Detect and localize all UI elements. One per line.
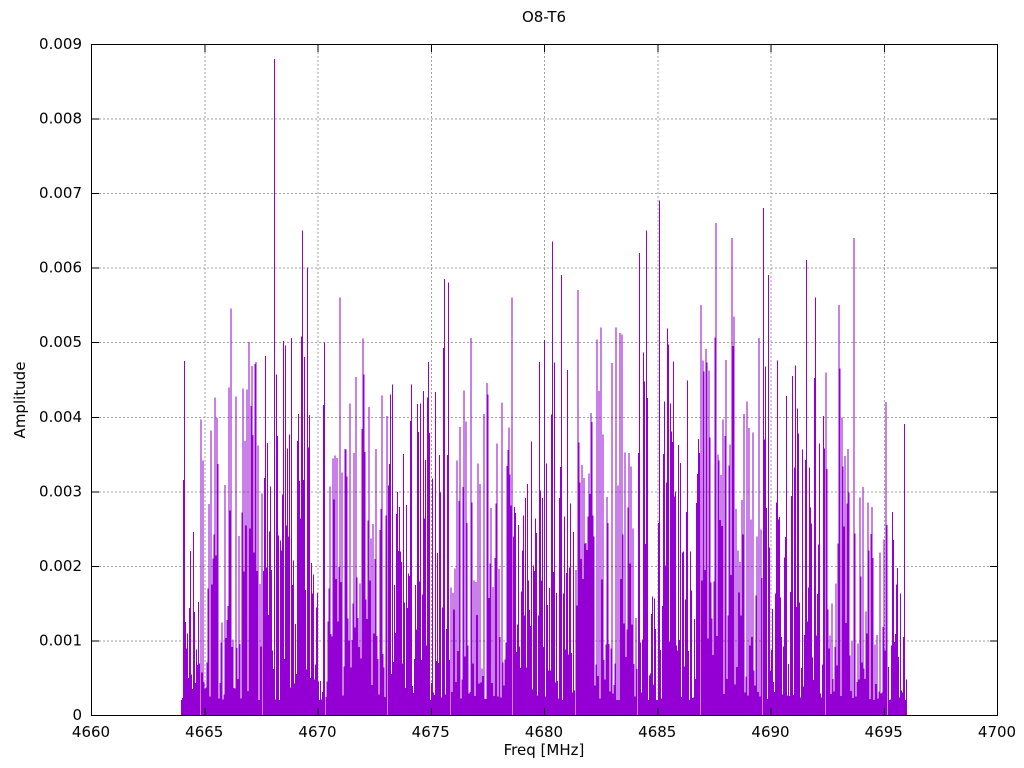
svg-text:0.004: 0.004 xyxy=(39,408,82,426)
svg-text:0.009: 0.009 xyxy=(39,35,82,53)
y-tick-labels: 0 0.001 0.002 0.003 0.004 0.005 0.006 0.007 0.00… xyxy=(39,35,82,724)
svg-text:4695: 4695 xyxy=(865,723,903,741)
svg-text:4675: 4675 xyxy=(412,723,450,741)
svg-text:4665: 4665 xyxy=(185,723,223,741)
svg-text:4690: 4690 xyxy=(751,723,789,741)
svg-text:4685: 4685 xyxy=(638,723,676,741)
svg-text:0.008: 0.008 xyxy=(39,110,82,128)
svg-text:0.002: 0.002 xyxy=(39,557,82,575)
x-axis-title: Freq [MHz] xyxy=(503,741,585,759)
svg-text:4660: 4660 xyxy=(72,723,110,741)
svg-text:0.003: 0.003 xyxy=(39,482,82,500)
svg-text:4680: 4680 xyxy=(525,723,563,741)
x-tick-labels: 4660 4665 4670 4675 4680 4685 4690 4695 4700 xyxy=(72,723,1016,741)
svg-text:0.007: 0.007 xyxy=(39,184,82,202)
svg-text:0.006: 0.006 xyxy=(39,259,82,277)
series-impulses xyxy=(181,58,907,715)
svg-text:0: 0 xyxy=(72,706,82,724)
svg-text:4670: 4670 xyxy=(298,723,336,741)
axes-border xyxy=(91,44,998,716)
chart-title: O8-T6 xyxy=(521,8,567,26)
svg-text:0.001: 0.001 xyxy=(39,631,82,649)
svg-text:4700: 4700 xyxy=(978,723,1016,741)
svg-text:0.005: 0.005 xyxy=(39,333,82,351)
